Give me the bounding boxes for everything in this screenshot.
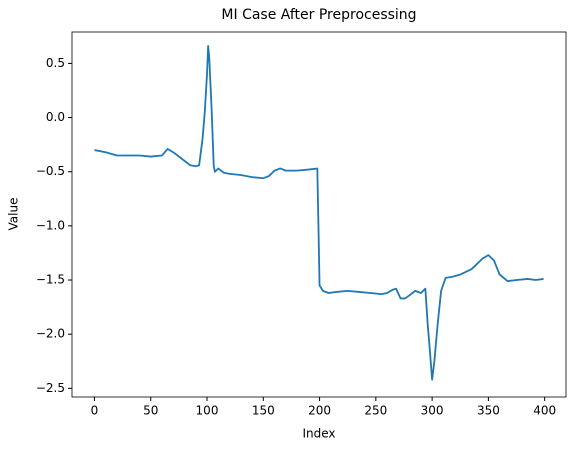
- y-tick-label: −0.5: [36, 164, 65, 178]
- y-axis-label: Value: [7, 198, 21, 231]
- line: [94, 45, 544, 381]
- plot-frame: [71, 31, 567, 398]
- x-axis-label: Index: [302, 427, 335, 441]
- x-tick-label: 100: [196, 404, 219, 418]
- chart-title: MI Case After Preprocessing: [221, 7, 416, 23]
- y-tick-label: −2.0: [36, 327, 65, 341]
- y-tick-label: 0.0: [46, 110, 65, 124]
- y-tick-label: −2.5: [36, 381, 65, 395]
- y-tick-label: −1.0: [36, 218, 65, 232]
- x-tick-label: 400: [533, 404, 556, 418]
- x-tick-label: 250: [364, 404, 387, 418]
- y-tick-label: −1.5: [36, 273, 65, 287]
- x-tick-label: 300: [421, 404, 444, 418]
- x-tick-label: 50: [143, 404, 158, 418]
- x-tick-label: 350: [477, 404, 500, 418]
- x-tick-label: 200: [308, 404, 331, 418]
- x-tick-label: 150: [252, 404, 275, 418]
- x-tick-label: 0: [91, 404, 99, 418]
- y-tick-label: 0.5: [46, 56, 65, 70]
